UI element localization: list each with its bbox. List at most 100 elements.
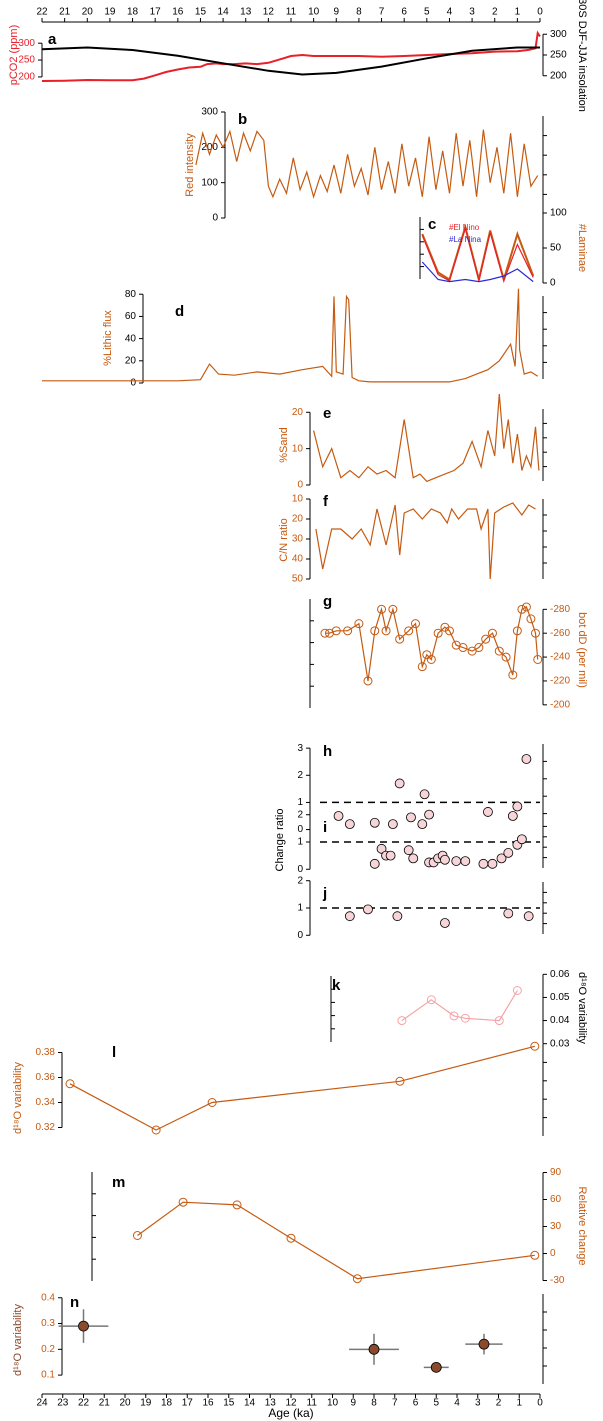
y-tick-label: 1 <box>297 837 303 848</box>
x-tick-label: 6 <box>413 1398 419 1409</box>
x-tick-label: 2 <box>496 1398 502 1409</box>
x-tick-label: 10 <box>308 7 320 18</box>
series-line <box>325 606 539 682</box>
panel-letter: g <box>323 593 332 610</box>
point <box>512 801 523 812</box>
y-tick-label: 0.04 <box>550 1015 570 1026</box>
y-tick-label: 0.2 <box>41 1344 55 1355</box>
x-tick-label: 6 <box>401 7 407 18</box>
point-marker <box>377 604 387 614</box>
y-tick-label: 200 <box>550 70 567 81</box>
x-tick-label: 22 <box>78 1398 90 1409</box>
point-marker <box>151 1125 161 1135</box>
x-tick-label: 20 <box>82 7 94 18</box>
x-tick-label: 15 <box>195 7 207 18</box>
legend-entry: #El Nino <box>449 223 480 232</box>
y-tick-label: 0 <box>297 824 303 835</box>
point-marker <box>521 602 531 612</box>
x-tick-label: 24 <box>36 1398 48 1409</box>
x-tick-label: 11 <box>307 1398 318 1409</box>
y-tick-label: 60 <box>125 311 137 322</box>
x-tick-label: 19 <box>140 1398 152 1409</box>
point <box>460 856 471 866</box>
y-tick-label: 3 <box>297 743 303 754</box>
x-tick-label: 21 <box>59 7 71 18</box>
y-tick-label: 0.34 <box>36 1097 56 1108</box>
y-tick-label: 1 <box>297 797 303 808</box>
y-tick-label: 2 <box>297 875 303 886</box>
point-marker <box>404 626 414 636</box>
y-tick-label: -280 <box>550 604 570 615</box>
y-tick-label: 250 <box>550 50 567 61</box>
x-tick-label: 8 <box>356 7 362 18</box>
point <box>406 812 416 823</box>
point <box>521 754 532 764</box>
y-axis-label: C/N ratio <box>278 518 290 561</box>
y-tick-label: 60 <box>550 1194 562 1205</box>
y-tick-label: 30 <box>550 1221 562 1232</box>
point <box>333 811 344 821</box>
y-tick-label: 300 <box>550 29 567 40</box>
y-tick-label: -30 <box>550 1275 565 1286</box>
panel-letter: m <box>112 1174 125 1191</box>
point-marker <box>474 643 484 653</box>
y-tick-label: 2 <box>297 770 303 781</box>
point-marker <box>132 1231 142 1240</box>
y-tick-label: 20 <box>125 355 137 366</box>
x-tick-label: 21 <box>99 1398 111 1409</box>
x-tick-label: 5 <box>424 7 430 18</box>
y-tick-label: 0 <box>297 864 303 875</box>
panel-letter: l <box>112 1044 116 1061</box>
y-axis-label: pCO2 (ppm) <box>8 25 20 86</box>
y2-axis-label: 30S DJF-JJA insolation <box>576 0 588 112</box>
point <box>440 918 450 928</box>
point-marker <box>65 1079 75 1089</box>
point <box>496 853 507 864</box>
y-tick-label: 30 <box>292 534 304 545</box>
point <box>387 819 398 830</box>
x-tick-label: 8 <box>371 1398 377 1409</box>
y-tick-label: 0.06 <box>550 969 570 980</box>
y-axis-label: bot dD (per mil) <box>576 612 588 688</box>
x-tick-label: 15 <box>223 1398 235 1409</box>
point <box>78 1320 89 1332</box>
y-tick-label: 90 <box>550 1167 562 1178</box>
point <box>503 848 514 858</box>
panel-letter: a <box>48 31 57 48</box>
x-tick-label: 23 <box>57 1398 69 1409</box>
y-tick-label: 200 <box>201 142 218 153</box>
series-line <box>41 46 540 76</box>
point <box>516 834 527 845</box>
x-tick-label: 14 <box>218 7 230 18</box>
y-tick-label: 0.03 <box>550 1038 570 1049</box>
point <box>385 850 396 861</box>
y-tick-label: 10 <box>292 443 304 454</box>
y-tick-label: 0.38 <box>36 1047 56 1058</box>
x-tick-label: 3 <box>475 1398 481 1409</box>
point-marker <box>381 626 391 636</box>
y-tick-label: 40 <box>125 333 137 344</box>
y-axis-label: #Laminae <box>576 224 588 272</box>
point-marker <box>530 1041 540 1051</box>
point <box>487 858 498 869</box>
x-tick-label: 10 <box>327 1398 339 1409</box>
series-line <box>401 990 518 1022</box>
x-tick-label: 12 <box>263 7 275 18</box>
x-tick-label: 7 <box>392 1398 398 1409</box>
x-tick-label: 16 <box>202 1398 214 1409</box>
x-tick-label: 11 <box>286 7 297 18</box>
panel-letter: c <box>428 216 436 233</box>
point <box>392 911 403 922</box>
point-marker <box>422 650 432 660</box>
x-tick-label: 7 <box>379 7 385 18</box>
y-tick-label: 80 <box>125 289 137 300</box>
x-tick-label: 13 <box>240 7 252 18</box>
series-line <box>195 129 539 199</box>
x-axis-label: Age (ka) <box>268 1406 313 1420</box>
point <box>403 845 414 856</box>
point <box>376 843 387 854</box>
y-tick-label: 0 <box>297 930 303 941</box>
panel-letter: j <box>322 885 327 902</box>
panel-letter: i <box>323 819 327 836</box>
point-marker <box>331 626 341 636</box>
